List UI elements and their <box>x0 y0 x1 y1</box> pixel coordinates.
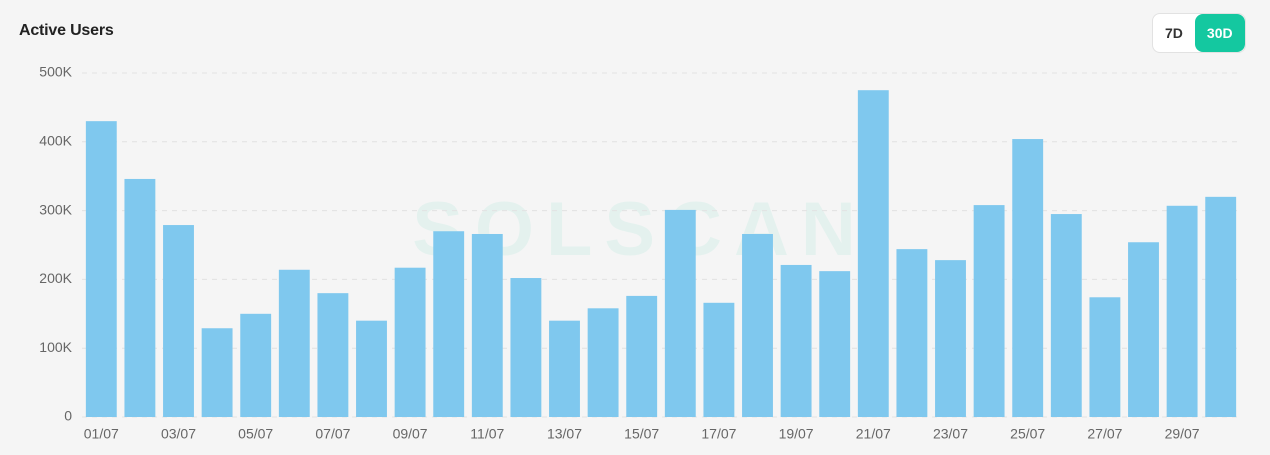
x-tick-label: 27/07 <box>1087 426 1122 442</box>
x-tick-label: 21/07 <box>856 426 891 442</box>
x-tick-label: 07/07 <box>315 426 350 442</box>
x-tick-label: 23/07 <box>933 426 968 442</box>
bar <box>1205 196 1237 417</box>
y-tick-label: 0 <box>64 408 72 424</box>
bar <box>896 249 928 417</box>
x-tick-label: 11/07 <box>470 426 504 442</box>
y-tick-label: 400K <box>39 133 72 149</box>
x-tick-label: 01/07 <box>84 426 119 442</box>
y-tick-label: 500K <box>39 64 72 80</box>
x-tick-label: 17/07 <box>701 426 736 442</box>
bar <box>1128 242 1159 417</box>
y-tick-label: 200K <box>39 270 72 286</box>
chart-title: Active Users <box>19 22 114 39</box>
bar <box>356 320 387 417</box>
bar <box>124 178 156 417</box>
bar <box>510 278 542 417</box>
bar <box>1050 214 1082 417</box>
bar <box>973 205 1005 417</box>
bar <box>1089 297 1121 417</box>
bar <box>85 121 117 417</box>
bar <box>163 225 194 417</box>
x-tick-label: 29/07 <box>1165 426 1200 442</box>
bar <box>278 269 310 417</box>
range-button[interactable]: 30D <box>1194 14 1245 52</box>
x-tick-label: 09/07 <box>393 426 428 442</box>
x-tick-label: 15/07 <box>624 426 659 442</box>
bar <box>394 267 426 417</box>
x-tick-label: 13/07 <box>547 426 582 442</box>
bar <box>703 302 735 417</box>
bar <box>626 295 658 417</box>
bar <box>201 328 233 417</box>
bar <box>742 233 773 417</box>
x-tick-label: 25/07 <box>1010 426 1045 442</box>
x-tick-label: 03/07 <box>161 426 196 442</box>
bar <box>317 293 349 417</box>
y-tick-label: 100K <box>39 339 72 355</box>
range-button[interactable]: 7D <box>1165 25 1183 41</box>
bar <box>240 313 272 417</box>
bar <box>587 308 619 417</box>
bar <box>857 90 889 417</box>
bar <box>549 320 580 417</box>
bar <box>1012 139 1044 417</box>
bar <box>433 231 465 417</box>
y-tick-label: 300K <box>39 201 72 217</box>
bar <box>935 260 966 417</box>
bar <box>1166 205 1198 417</box>
x-tick-label: 19/07 <box>779 426 814 442</box>
range-toggle: 7D 30D <box>1152 13 1246 53</box>
bar <box>780 264 812 417</box>
bar <box>664 209 696 417</box>
bar <box>471 233 503 417</box>
bar <box>819 271 851 417</box>
x-tick-label: 05/07 <box>238 426 273 442</box>
